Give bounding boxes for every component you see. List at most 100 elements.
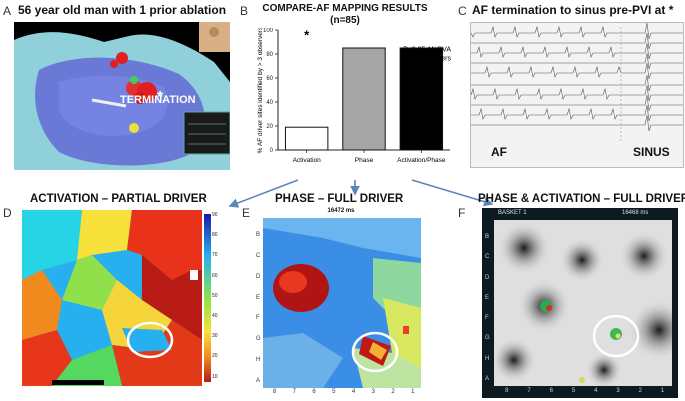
col-label: 8 bbox=[505, 388, 509, 394]
bar-chart: 0 20 40 60 80 100% AF driver sites identified… bbox=[257, 28, 452, 164]
row-label: H bbox=[485, 355, 490, 362]
col-label: 6 bbox=[312, 389, 316, 395]
y-tick-label: 80 bbox=[266, 52, 273, 58]
col-label: 3 bbox=[371, 389, 375, 395]
phase-col-labels: 8 7 6 5 4 3 2 1 bbox=[263, 389, 421, 397]
row-label: F bbox=[256, 315, 260, 322]
electrogram-panel: AF SINUS bbox=[470, 22, 684, 168]
colorbar bbox=[204, 214, 211, 382]
af-label: AF bbox=[491, 145, 507, 159]
svg-text:*: * bbox=[157, 89, 164, 106]
colorbar-tick-label: 70 bbox=[212, 252, 218, 259]
electrogram-trace bbox=[471, 84, 683, 102]
combined-timestamp: 16468 ms bbox=[622, 210, 649, 216]
row-label: F bbox=[485, 315, 489, 322]
chart-subtitle: (n=85) bbox=[330, 15, 360, 26]
row-label: C bbox=[485, 254, 490, 261]
row-label: G bbox=[256, 336, 261, 343]
row-label: H bbox=[256, 356, 261, 363]
bar bbox=[399, 47, 444, 151]
y-tick-label: 0 bbox=[270, 148, 274, 154]
combined-row-labels: B C D E F G H A bbox=[484, 224, 492, 386]
col-label: 4 bbox=[594, 388, 598, 394]
colorbar-tick-label: 40 bbox=[212, 313, 218, 320]
col-label: 1 bbox=[411, 389, 415, 395]
electrogram-traces bbox=[471, 23, 683, 141]
chart-title-block: COMPARE-AF MAPPING RESULTS (n=85) bbox=[240, 3, 450, 27]
y-axis-label: % AF driver sites identified by > 3 obse… bbox=[257, 28, 264, 153]
sinus-label: SINUS bbox=[633, 145, 670, 159]
phase-heatmap bbox=[263, 218, 421, 388]
y-tick-label: 100 bbox=[263, 28, 274, 34]
col-label: 7 bbox=[292, 389, 296, 395]
row-label: A bbox=[256, 377, 261, 384]
panel-d-title: ACTIVATION – PARTIAL DRIVER bbox=[30, 193, 207, 205]
col-label: 3 bbox=[616, 388, 620, 394]
electrogram-trace bbox=[471, 94, 683, 112]
col-label: 6 bbox=[549, 388, 553, 394]
panel-letter-d: D bbox=[3, 206, 12, 220]
row-label: G bbox=[485, 335, 490, 342]
phase-timestamp: 16472 ms bbox=[327, 208, 355, 214]
row-label: E bbox=[256, 294, 261, 301]
electrogram-trace bbox=[471, 114, 683, 132]
electroanatomic-map: * TERMINATION bbox=[14, 22, 230, 170]
significance-marker: * bbox=[304, 28, 310, 43]
row-label: B bbox=[256, 232, 261, 239]
col-label: 7 bbox=[527, 388, 531, 394]
anova-annotation-line2: vs. others bbox=[421, 56, 452, 63]
col-label: 2 bbox=[638, 388, 642, 394]
panel-letter-f: F bbox=[458, 206, 466, 220]
electrogram-trace bbox=[471, 42, 683, 60]
y-tick-label: 20 bbox=[266, 124, 273, 130]
row-label: B bbox=[485, 234, 490, 241]
colorbar-ticks: 90 80 70 60 50 40 30 20 10 bbox=[212, 212, 226, 384]
chart-title: COMPARE-AF MAPPING RESULTS bbox=[262, 3, 428, 14]
col-label: 5 bbox=[571, 388, 576, 394]
combined-heatmap bbox=[494, 220, 672, 386]
x-tick-label: Activation bbox=[293, 157, 322, 164]
panel-f-title: PHASE & ACTIVATION – FULL DRIVER bbox=[478, 193, 685, 205]
y-tick-label: 40 bbox=[266, 100, 273, 106]
colorbar-tick-label: 80 bbox=[212, 232, 218, 239]
arrow-to-d bbox=[228, 179, 299, 208]
panel-c-title: AF termination to sinus pre-PVI at * bbox=[472, 3, 674, 17]
row-label: C bbox=[256, 253, 261, 260]
panel-e-title: PHASE – FULL DRIVER bbox=[275, 193, 404, 205]
colorbar-tick-label: 50 bbox=[212, 292, 218, 299]
anova-annotation: P<0.05 ANOVA bbox=[403, 47, 451, 54]
electrogram-trace bbox=[471, 74, 683, 92]
colorbar-tick-label: 90 bbox=[212, 212, 218, 218]
panel-letter-e: E bbox=[242, 206, 251, 220]
row-label: E bbox=[485, 294, 490, 301]
colorbar-tick-label: 60 bbox=[212, 272, 218, 279]
colorbar-tick-label: 20 bbox=[212, 353, 218, 360]
atrium-3d-render: * bbox=[14, 22, 230, 170]
col-label: 4 bbox=[351, 389, 356, 395]
row-label: A bbox=[485, 375, 490, 382]
panel-letter-a: A bbox=[3, 4, 12, 18]
row-label: D bbox=[485, 274, 490, 281]
activation-map: 90 80 70 60 50 40 30 20 10 bbox=[22, 210, 218, 396]
combined-map: BASKET 1 16468 ms B C D E F G H A 8 7 6 5 4 3 2 1 bbox=[482, 208, 678, 398]
col-label: 1 bbox=[660, 388, 665, 394]
panel-a-title: 56 year old man with 1 prior ablation bbox=[18, 3, 227, 17]
termination-label: TERMINATION bbox=[120, 94, 196, 106]
col-label: 2 bbox=[391, 389, 395, 395]
basket-label: BASKET 1 bbox=[498, 210, 527, 216]
combined-col-labels: 8 7 6 5 4 3 2 1 bbox=[494, 388, 672, 396]
row-label: D bbox=[256, 273, 261, 280]
panel-letter-b: B bbox=[240, 4, 249, 18]
y-tick-label: 60 bbox=[266, 76, 273, 82]
electrogram-trace bbox=[471, 52, 683, 70]
electrogram-trace bbox=[471, 32, 683, 50]
col-label: 5 bbox=[332, 389, 336, 395]
col-label: 8 bbox=[272, 389, 277, 395]
phase-map: 16472 ms B C D E F G H A 8 7 6 5 4 3 2 1 bbox=[255, 208, 427, 398]
electrogram-trace bbox=[471, 62, 683, 80]
arrow-to-f bbox=[411, 179, 494, 207]
electrogram-trace bbox=[471, 104, 683, 122]
colorbar-tick-label: 10 bbox=[212, 373, 218, 380]
phase-row-labels: B C D E F G H A bbox=[255, 222, 263, 388]
